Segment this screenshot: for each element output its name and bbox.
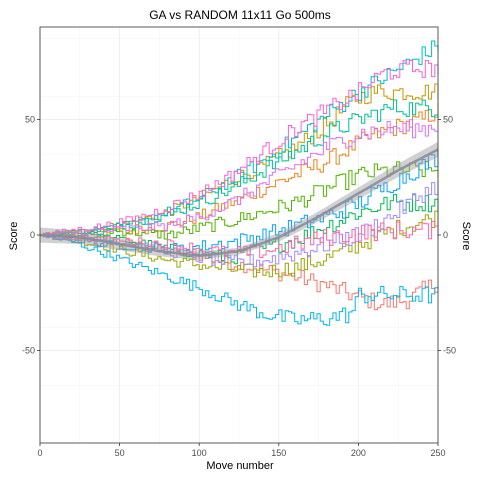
y-tick-label-right: -50 <box>443 346 456 356</box>
x-tick-label: 150 <box>271 448 286 458</box>
series-line <box>40 220 439 258</box>
x-tick-label: 0 <box>37 448 42 458</box>
y-axis-title: Score <box>8 222 20 251</box>
chart-title: GA vs RANDOM 11x11 Go 500ms <box>149 8 331 22</box>
series-line <box>40 210 439 278</box>
series-line <box>40 99 439 237</box>
series-layer <box>40 40 439 326</box>
y-tick-label-right: 50 <box>443 114 453 124</box>
series-line <box>40 59 439 237</box>
axis-layer: 0 50 100 150 200 250 -50 -50 0 0 50 50 <box>22 114 456 458</box>
grid-layer <box>39 27 439 443</box>
x-tick-label: 200 <box>351 448 366 458</box>
y-tick-label-left: 50 <box>25 114 35 124</box>
x-axis-title: Move number <box>206 460 274 472</box>
smooth-trend-line <box>39 148 439 258</box>
x-tick-label: 100 <box>192 448 207 458</box>
y-tick-label-left: -50 <box>22 346 35 356</box>
series-line <box>40 180 439 268</box>
smooth-layer <box>39 141 439 261</box>
series-line <box>40 234 439 326</box>
y-tick-label-right: 0 <box>443 230 448 240</box>
y-tick-label-left: 0 <box>30 230 35 240</box>
x-tick-label: 250 <box>430 448 445 458</box>
series-line <box>40 119 439 236</box>
y-axis-title-right: Score <box>460 222 472 251</box>
x-tick-label: 50 <box>115 448 125 458</box>
